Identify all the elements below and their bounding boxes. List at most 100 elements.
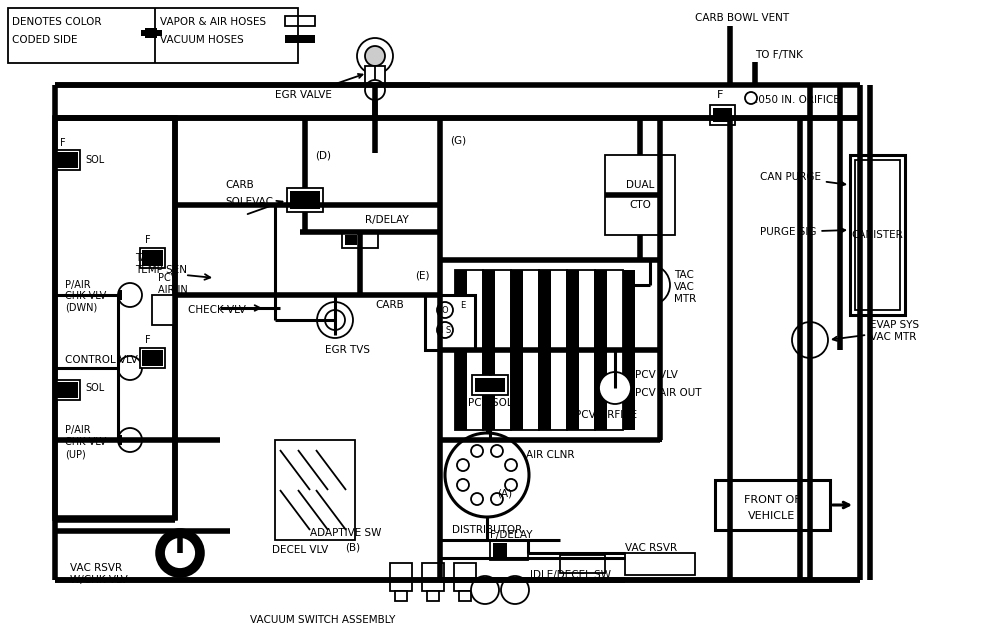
Bar: [567, 270, 579, 430]
Text: M: M: [435, 326, 442, 334]
Text: SOL: SOL: [85, 155, 104, 165]
Text: DECEL VLV: DECEL VLV: [272, 545, 328, 555]
Text: PURGE SIG: PURGE SIG: [760, 227, 845, 237]
Text: ADAPTIVE SW: ADAPTIVE SW: [310, 528, 381, 538]
Bar: [855, 160, 900, 310]
Bar: [287, 188, 323, 212]
Circle shape: [365, 80, 385, 100]
Bar: [710, 105, 735, 125]
Text: CARB: CARB: [225, 180, 254, 190]
Text: EVAP SYS
VAC MTR: EVAP SYS VAC MTR: [833, 320, 919, 342]
Text: F: F: [145, 335, 151, 345]
Text: PCV AIR OUT: PCV AIR OUT: [635, 388, 702, 398]
Bar: [290, 191, 320, 209]
Circle shape: [118, 283, 142, 307]
Text: CTO: CTO: [629, 200, 651, 210]
Bar: [475, 378, 505, 392]
Circle shape: [325, 310, 345, 330]
Circle shape: [491, 493, 503, 505]
Bar: [152, 295, 174, 325]
Text: CARB: CARB: [375, 300, 404, 310]
Text: FRONT OF: FRONT OF: [744, 495, 800, 505]
Text: .050 IN. ORIFICE: .050 IN. ORIFICE: [755, 95, 840, 105]
Text: R/DELAY: R/DELAY: [365, 215, 409, 225]
Bar: [55, 118, 175, 518]
Bar: [483, 270, 511, 430]
Bar: [55, 150, 80, 170]
Bar: [55, 380, 80, 400]
Circle shape: [158, 531, 202, 575]
Text: DUAL: DUAL: [626, 180, 654, 190]
Text: AIR CLNR: AIR CLNR: [526, 450, 574, 460]
Bar: [715, 480, 830, 530]
Circle shape: [445, 433, 529, 517]
Bar: [454, 563, 476, 591]
Text: MTR: MTR: [674, 294, 696, 304]
Text: TO F/TNK: TO F/TNK: [755, 50, 803, 60]
Text: PCV SOL: PCV SOL: [468, 398, 512, 408]
Text: IDLE/DECEL SW: IDLE/DECEL SW: [530, 570, 611, 580]
Bar: [440, 260, 660, 440]
Bar: [8, 8, 298, 63]
Text: S: S: [445, 326, 450, 334]
Bar: [365, 66, 385, 84]
Bar: [342, 232, 378, 248]
Bar: [285, 35, 315, 43]
Text: VAC: VAC: [674, 282, 695, 292]
Text: DENOTES COLOR: DENOTES COLOR: [12, 17, 102, 27]
Text: F: F: [717, 90, 723, 100]
Circle shape: [317, 302, 353, 338]
Bar: [455, 270, 483, 430]
Text: (DWN): (DWN): [65, 302, 97, 312]
Text: PCV VLV: PCV VLV: [635, 370, 678, 380]
Circle shape: [164, 537, 196, 569]
Circle shape: [501, 576, 529, 604]
Bar: [427, 591, 439, 601]
Text: CONTROL VLV: CONTROL VLV: [65, 355, 138, 365]
Bar: [425, 295, 475, 350]
Bar: [567, 270, 595, 430]
Text: F: F: [60, 138, 66, 148]
Bar: [625, 553, 695, 575]
Text: VAC RSVR: VAC RSVR: [625, 543, 677, 553]
Bar: [141, 30, 146, 36]
Bar: [595, 270, 607, 430]
Bar: [511, 270, 539, 430]
Text: P/AIR: P/AIR: [65, 425, 91, 435]
Circle shape: [118, 356, 142, 380]
Circle shape: [437, 302, 453, 318]
Text: (D): (D): [315, 150, 331, 160]
Text: (A): (A): [497, 488, 512, 498]
Text: CODED SIDE: CODED SIDE: [12, 35, 78, 45]
Text: EGR VALVE: EGR VALVE: [275, 74, 362, 100]
Circle shape: [357, 38, 393, 74]
Bar: [390, 563, 412, 591]
Bar: [140, 248, 165, 268]
Circle shape: [471, 576, 499, 604]
Bar: [493, 543, 507, 557]
Text: (E): (E): [415, 270, 430, 280]
Text: VACUUM HOSES: VACUUM HOSES: [160, 35, 244, 45]
Bar: [157, 30, 162, 36]
Circle shape: [630, 265, 670, 305]
Text: PCV: PCV: [158, 273, 177, 283]
Text: CHECK VLV: CHECK VLV: [188, 305, 246, 315]
Text: VEHICLE: VEHICLE: [748, 511, 796, 521]
Bar: [713, 108, 732, 122]
Text: (G): (G): [450, 135, 466, 145]
Text: CAN PURGE: CAN PURGE: [760, 172, 845, 186]
Text: P/AIR: P/AIR: [65, 280, 91, 290]
Bar: [850, 155, 905, 315]
Text: CHK VLV: CHK VLV: [65, 437, 106, 447]
Bar: [118, 290, 122, 300]
Text: EGR TVS: EGR TVS: [325, 345, 370, 355]
Text: F/DELAY: F/DELAY: [490, 530, 532, 540]
Text: SOLEVAC: SOLEVAC: [225, 197, 273, 207]
Bar: [140, 348, 165, 368]
Text: O: O: [442, 306, 448, 315]
Bar: [142, 350, 163, 366]
Circle shape: [437, 322, 453, 338]
Circle shape: [457, 479, 469, 491]
Bar: [623, 270, 635, 430]
Bar: [539, 270, 551, 430]
